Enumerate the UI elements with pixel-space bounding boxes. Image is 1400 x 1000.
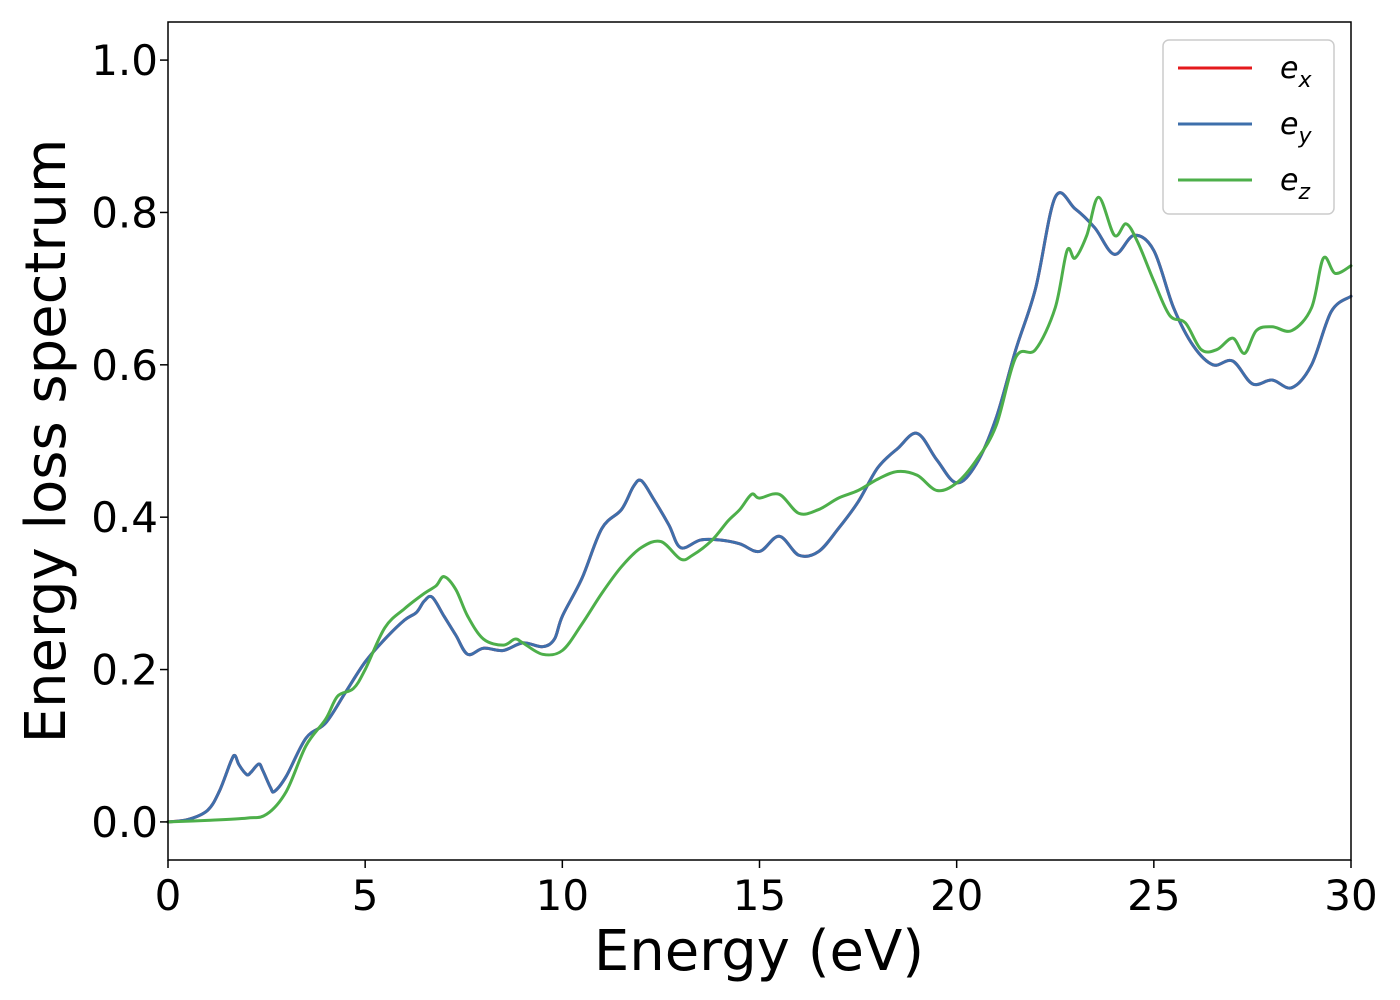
legend-label-base: e [1280,163,1298,198]
y-tick-label: 0.0 [91,798,158,847]
legend-box [1162,39,1335,215]
series-line-e-z [166,195,1353,824]
x-tick-label: 5 [352,871,379,920]
legend-label-base: e [1280,107,1298,142]
x-tick-label: 10 [536,871,589,920]
legend-label-e-y: ey [1280,107,1312,149]
y-tick-label: 0.2 [91,646,158,695]
y-tick-label: 1.0 [91,36,158,85]
x-axis-title: Energy (eV) [594,919,924,984]
series-line-e-y [166,191,1353,824]
x-tick-label: 0 [155,871,182,920]
y-tick-label: 0.8 [91,188,158,237]
x-tick-label: 30 [1324,871,1377,920]
x-tick-label: 25 [1127,871,1180,920]
legend-label-subscript: x [1297,68,1312,93]
legend-label-subscript: y [1297,124,1312,149]
x-axis-ticks: 0 5 10 15 20 25 30 [155,860,1378,920]
legend-label-e-x: ex [1280,51,1312,93]
y-axis-ticks: 0.0 0.2 0.4 0.6 0.8 1.0 [91,36,168,847]
plot-lines [166,191,1353,824]
legend-label-subscript: z [1297,180,1310,205]
y-axis-title: Energy loss spectrum [14,139,79,744]
x-tick-label: 15 [733,871,786,920]
legend-label-e-z: ez [1280,163,1310,205]
legend-label-base: e [1280,51,1298,86]
x-tick-label: 20 [930,871,983,920]
y-tick-label: 0.4 [91,493,158,542]
y-tick-label: 0.6 [91,341,158,390]
